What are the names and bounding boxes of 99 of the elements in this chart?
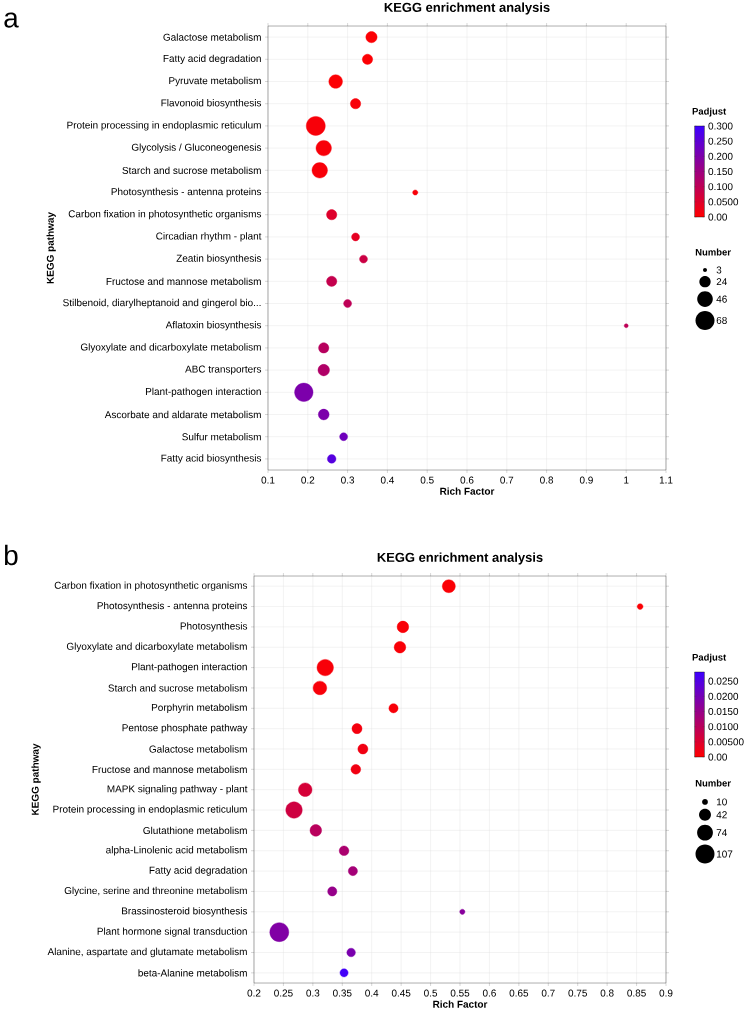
legend-title: Number (695, 779, 731, 787)
y-tick-label: alpha-Linolenic acid metabolism (106, 846, 247, 856)
x-tick-label: 0.65 (509, 989, 529, 997)
legend-label: 107 (716, 850, 733, 858)
y-tick-label: Photosynthesis (180, 622, 248, 632)
color-bar-label: 0.300 (708, 122, 733, 130)
y-tick-label: Plant-pathogen interaction (145, 387, 261, 397)
x-tick-label: 0.45 (391, 989, 411, 997)
color-bar-label: 0.150 (708, 167, 733, 176)
y-tick-label: Glyoxylate and dicarboxylate metabolism (66, 642, 247, 652)
x-tick-label: 0.8 (600, 989, 614, 997)
legend-label: 3 (716, 266, 722, 274)
x-tick-label: 0.4 (365, 989, 379, 997)
color-bar-label: 0.00 (708, 213, 728, 221)
y-tick-label: Pyruvate metabolism (169, 76, 261, 87)
y-tick-label: Flavonoid biosynthesis (161, 99, 262, 109)
x-tick-label: 0.55 (450, 989, 470, 997)
y-tick-label: Plant-pathogen interaction (131, 662, 247, 673)
x-tick-label: 0.1 (261, 476, 275, 484)
x-tick-label: 0.7 (541, 989, 555, 997)
color-bar-label: 0.0150 (708, 707, 739, 715)
y-tick-label: Brassinosteroid biosynthesis (122, 907, 248, 917)
chart-title: KEGG enrichment analysis (377, 552, 543, 565)
y-tick-label: Fatty acid biosynthesis (161, 454, 262, 464)
x-axis-title: Rich Factor (433, 1000, 488, 1008)
x-tick-label: 0.85 (627, 989, 646, 997)
color-bar-label: 0.0200 (708, 692, 739, 700)
color-bar-label: 0.100 (708, 183, 733, 191)
legend-label: 46 (716, 295, 727, 303)
legend-label: 42 (716, 811, 727, 819)
y-tick-label: Galactose metabolism (149, 745, 247, 753)
x-tick-label: 0.3 (306, 989, 320, 997)
color-bar-label: 0.0100 (708, 723, 739, 731)
x-tick-label: 0.9 (659, 989, 673, 997)
y-tick-label: Starch and sucrose metabolism (122, 166, 261, 174)
y-tick-label: Zeatin biosynthesis (176, 254, 262, 264)
x-tick-label: 0.9 (579, 476, 593, 484)
y-tick-label: Photosynthesis - antenna proteins (97, 601, 248, 612)
x-tick-label: 0.75 (568, 989, 587, 997)
legend-label: 24 (716, 278, 727, 286)
y-tick-label: Alanine, aspartate and glutamate metabolism (47, 947, 247, 958)
x-tick-label: 0.2 (301, 476, 315, 484)
y-axis-title: KEGG pathway (46, 212, 56, 284)
color-bar-title: Padjust (692, 653, 727, 663)
x-tick-label: 0.2 (247, 989, 261, 997)
y-tick-label: Glyoxylate and dicarboxylate metabolism (80, 343, 261, 353)
y-tick-label: Porphyrin metabolism (151, 703, 247, 713)
y-tick-label: Carbon fixation in photosynthetic organisms (54, 581, 248, 591)
x-tick-label: 0.35 (332, 989, 352, 997)
x-tick-label: 0.25 (274, 989, 293, 997)
y-tick-label: Fatty acid degradation (149, 866, 247, 876)
legend-title: Number (695, 248, 731, 256)
y-tick-label: Stilbenoid, diarylheptanoid and gingerol bio... (63, 298, 261, 309)
y-tick-label: Fatty acid degradation (163, 54, 261, 64)
y-tick-label: Photosynthesis - antenna proteins (111, 187, 262, 198)
color-bar-label: 0.0250 (708, 677, 739, 685)
x-tick-label: 0.6 (460, 476, 474, 484)
x-tick-label: 0.8 (540, 476, 554, 484)
y-tick-label: MAPK signaling pathway - plant (107, 785, 248, 795)
y-tick-label: Circadian rhythm - plant (156, 232, 262, 242)
chart-title: KEGG enrichment analysis (384, 2, 550, 15)
y-tick-label: beta-Alanine metabolism (138, 969, 247, 977)
x-axis-title: Rich Factor (440, 487, 495, 495)
color-bar-title: Padjust (692, 107, 727, 117)
x-tick-label: 0.5 (424, 989, 438, 997)
x-tick-label: 0.5 (420, 476, 434, 484)
legend-label: 68 (716, 316, 727, 324)
y-tick-label: Fructose and mannose metabolism (92, 765, 247, 773)
color-bar-label: 0.250 (708, 137, 733, 145)
color-bar-label: 0.200 (708, 152, 733, 160)
x-tick-label: 0.6 (482, 989, 496, 997)
x-tick-label: 1 (624, 476, 629, 484)
legend-label: 10 (716, 798, 727, 806)
y-tick-label: Pentose phosphate pathway (122, 724, 248, 734)
y-tick-label: Carbon fixation in photosynthetic organisms (68, 210, 262, 220)
y-tick-label: Starch and sucrose metabolism (108, 684, 247, 692)
legend-label: 74 (716, 829, 727, 837)
y-axis-title: KEGG pathway (31, 743, 41, 815)
x-tick-label: 0.4 (380, 476, 395, 484)
color-bar-label: 0.00 (708, 753, 728, 761)
y-tick-label: Galactose metabolism (163, 33, 261, 41)
y-tick-label: Protein processing in endoplasmic reticulum (53, 805, 247, 815)
y-tick-label: Aflatoxin biosynthesis (165, 321, 262, 331)
x-tick-label: 1.1 (659, 476, 673, 484)
y-tick-label: Sulfur metabolism (182, 433, 261, 441)
y-tick-label: Glycine, serine and threonine metabolism (64, 886, 247, 897)
y-tick-label: Glutathione metabolism (143, 826, 247, 835)
text: a (4, 12, 19, 28)
y-tick-label: Fructose and mannose metabolism (106, 277, 261, 285)
y-tick-label: Protein processing in endoplasmic reticulum (67, 121, 261, 131)
text: b (5, 544, 18, 566)
y-tick-label: ABC transporters (185, 365, 262, 375)
color-bar-label: 0.0500 (708, 198, 739, 206)
x-tick-label: 0.3 (341, 476, 355, 484)
x-tick-label: 0.7 (500, 476, 514, 484)
color-bar-label: 0.00500 (708, 738, 744, 746)
y-tick-label: Plant hormone signal transduction (97, 927, 247, 937)
y-tick-label: Ascorbate and aldarate metabolism (104, 410, 261, 419)
y-tick-label: Glycolysis / Gluconeogenesis (131, 143, 262, 153)
